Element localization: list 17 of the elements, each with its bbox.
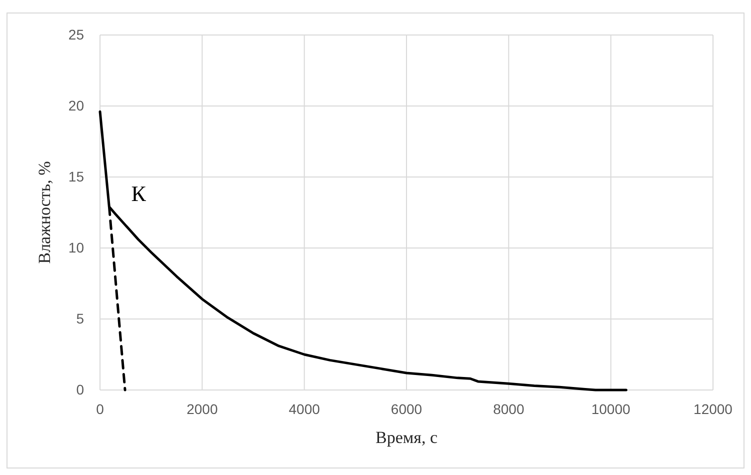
- y-tick-label: 0: [76, 381, 84, 398]
- x-tick-label: 10000: [591, 400, 631, 417]
- y-tick-label: 25: [68, 26, 84, 42]
- line-series: [98, 110, 628, 392]
- x-tick-label: 8000: [493, 400, 524, 417]
- y-tick-label: 10: [68, 239, 84, 256]
- x-tick-label: 6000: [390, 400, 422, 417]
- x-tick-label: 0: [96, 400, 104, 417]
- y-tick-label: 15: [68, 168, 84, 184]
- y-tick-label: 5: [76, 310, 84, 326]
- x-axis-title: Время, с: [375, 428, 438, 447]
- y-axis-title: Влажность, %: [35, 161, 54, 264]
- x-tick-label: 4000: [288, 400, 320, 417]
- y-tick-label: 20: [68, 97, 84, 114]
- x-tick-label: 2000: [186, 400, 218, 417]
- x-tick-label: 12000: [694, 400, 733, 417]
- annotation: К: [131, 180, 146, 206]
